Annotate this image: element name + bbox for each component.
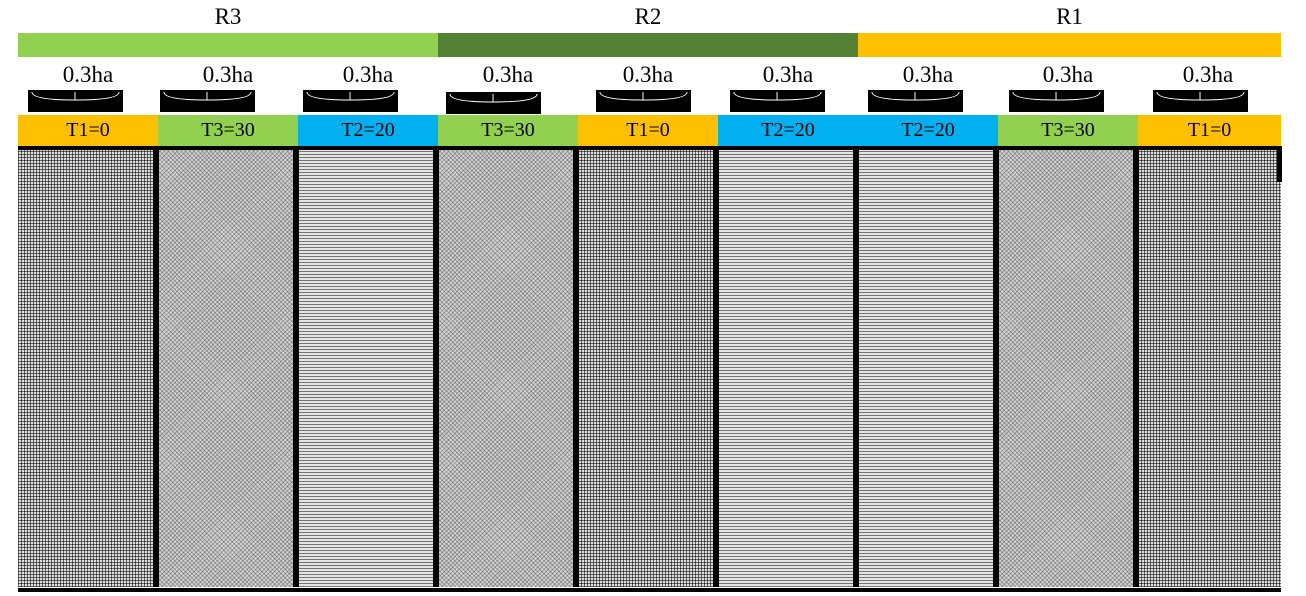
treatment-label: T3=30 <box>158 115 298 146</box>
treatment-label: T1=0 <box>18 115 158 146</box>
treatment-label: T1=0 <box>1138 115 1281 146</box>
plot-divider <box>433 146 439 587</box>
plot-area-label: 0.3ha <box>622 62 674 87</box>
field-plot <box>158 146 298 587</box>
treatment-label: T2=20 <box>718 115 858 146</box>
replication-bar-r3 <box>18 33 438 57</box>
field-plot <box>998 146 1138 587</box>
plot-width-brace <box>303 90 398 112</box>
plot-area-label: 0.3ha <box>1182 62 1234 87</box>
field-plot <box>858 146 998 587</box>
field-edge-marker <box>1277 146 1282 182</box>
replication-bar-r2 <box>438 33 858 57</box>
treatment-label: T1=0 <box>578 115 718 146</box>
plot-width-brace <box>1153 90 1248 112</box>
plot-divider <box>993 146 999 587</box>
replication-bar-r1 <box>858 33 1281 57</box>
plot-divider <box>713 146 719 587</box>
field-plot <box>578 146 718 587</box>
field-top-border <box>18 146 1281 150</box>
field-bottom-border <box>18 588 1281 592</box>
plot-area-label: 0.3ha <box>902 62 954 87</box>
replication-label-r1: R1 <box>1056 4 1083 29</box>
plot-width-brace <box>730 90 825 112</box>
field-plot <box>438 146 578 587</box>
plot-area-label: 0.3ha <box>482 62 534 87</box>
replication-label-r3: R3 <box>214 4 242 29</box>
plot-width-brace <box>596 90 691 112</box>
plot-width-brace <box>28 90 123 112</box>
field-layout <box>18 146 1281 591</box>
field-plot <box>298 146 438 587</box>
replication-label-r2: R2 <box>634 4 662 29</box>
plot-width-brace <box>868 90 963 112</box>
plot-divider <box>1133 146 1139 587</box>
plot-divider <box>153 146 159 587</box>
field-plot <box>1138 146 1281 587</box>
treatment-label: T3=30 <box>438 115 578 146</box>
plot-width-brace <box>160 90 255 112</box>
treatment-label: T2=20 <box>858 115 998 146</box>
plot-area-label: 0.3ha <box>62 62 114 87</box>
plot-divider <box>573 146 579 587</box>
treatment-label: T3=30 <box>998 115 1138 146</box>
treatment-label: T2=20 <box>298 115 438 146</box>
plot-divider <box>853 146 859 587</box>
field-plot <box>18 146 158 587</box>
plot-width-brace <box>446 92 541 114</box>
plot-divider <box>293 146 299 587</box>
plot-area-label: 0.3ha <box>342 62 394 87</box>
plot-area-label: 0.3ha <box>202 62 254 87</box>
plot-area-label: 0.3ha <box>762 62 814 87</box>
plot-width-brace <box>1009 90 1104 112</box>
field-plot <box>718 146 858 587</box>
plot-area-label: 0.3ha <box>1042 62 1094 87</box>
